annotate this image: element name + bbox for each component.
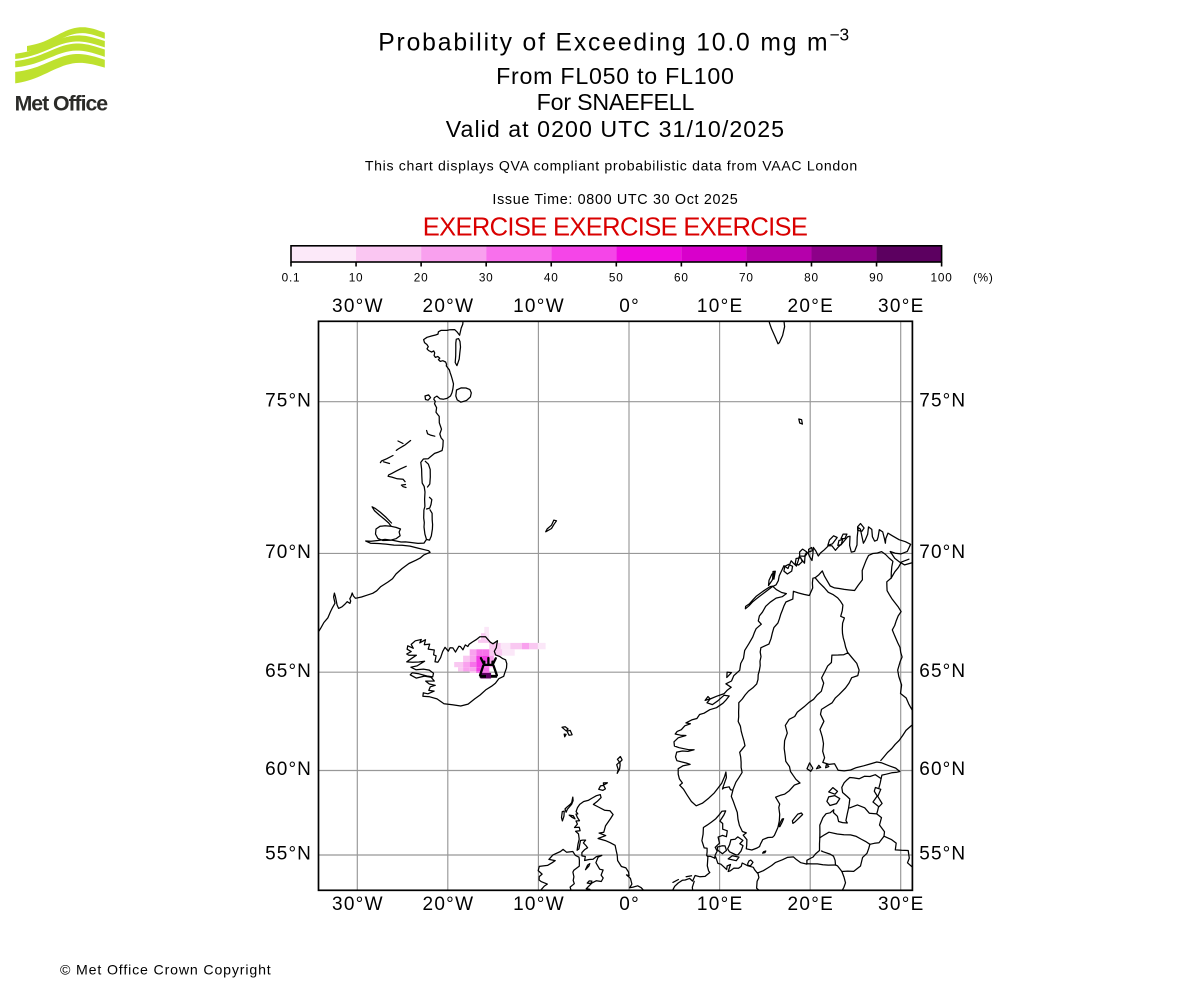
svg-text:20°E: 20°E (787, 894, 834, 915)
svg-text:50: 50 (609, 271, 624, 285)
svg-text:60: 60 (674, 271, 689, 285)
svg-text:10°E: 10°E (697, 894, 744, 915)
svg-text:70°N: 70°N (265, 542, 312, 563)
svg-text:80: 80 (804, 271, 819, 285)
svg-text:75°N: 75°N (265, 390, 312, 411)
svg-text:65°N: 65°N (265, 661, 312, 682)
svg-text:20°W: 20°W (422, 894, 474, 915)
svg-text:90: 90 (869, 271, 884, 285)
svg-text:55°N: 55°N (265, 844, 312, 865)
svg-text:From FL050 to FL100: From FL050 to FL100 (496, 63, 735, 89)
svg-text:60°N: 60°N (919, 759, 966, 780)
svg-text:0°: 0° (619, 894, 640, 915)
svg-text:75°N: 75°N (919, 390, 966, 411)
svg-text:20°E: 20°E (787, 296, 834, 317)
svg-text:65°N: 65°N (919, 661, 966, 682)
svg-text:EXERCISE EXERCISE EXERCISE: EXERCISE EXERCISE EXERCISE (423, 213, 808, 241)
svg-text:30°E: 30°E (878, 296, 925, 317)
svg-text:70: 70 (739, 271, 754, 285)
svg-text:55°N: 55°N (919, 844, 966, 865)
svg-text:30: 30 (479, 271, 494, 285)
svg-text:Met Office: Met Office (15, 91, 109, 115)
svg-text:30°W: 30°W (332, 894, 384, 915)
svg-text:10: 10 (349, 271, 364, 285)
svg-text:10°W: 10°W (513, 894, 565, 915)
svg-text:0°: 0° (619, 296, 640, 317)
svg-text:Valid at 0200 UTC 31/10/2025: Valid at 0200 UTC 31/10/2025 (446, 116, 785, 142)
svg-text:30°E: 30°E (878, 894, 925, 915)
svg-text:20: 20 (414, 271, 429, 285)
svg-text:40: 40 (544, 271, 559, 285)
svg-text:This chart displays QVA compli: This chart displays QVA compliant probab… (365, 158, 858, 174)
svg-text:100: 100 (931, 271, 953, 285)
svg-text:60°N: 60°N (265, 759, 312, 780)
svg-text:0.1: 0.1 (282, 271, 301, 285)
svg-text:© Met Office Crown Copyright: © Met Office Crown Copyright (60, 962, 272, 978)
svg-text:70°N: 70°N (919, 542, 966, 563)
svg-text:Probability of Exceeding 10.0: Probability of Exceeding 10.0 mg m−3 (378, 24, 849, 56)
svg-text:10°W: 10°W (513, 296, 565, 317)
svg-text:(%): (%) (973, 271, 993, 285)
svg-text:30°W: 30°W (332, 296, 384, 317)
svg-text:20°W: 20°W (422, 296, 474, 317)
svg-text:10°E: 10°E (697, 296, 744, 317)
svg-text:For SNAEFELL: For SNAEFELL (537, 89, 695, 115)
svg-text:Issue Time: 0800 UTC 30 Oct 20: Issue Time: 0800 UTC 30 Oct 2025 (492, 192, 738, 208)
